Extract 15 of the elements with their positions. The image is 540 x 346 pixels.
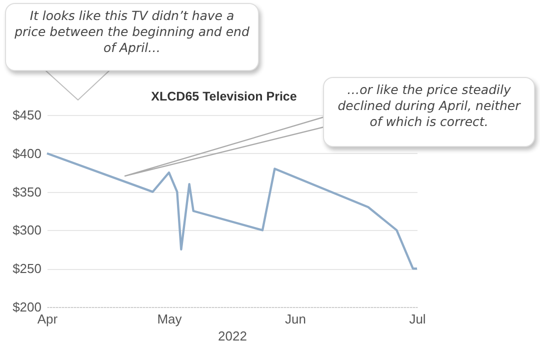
- x-tick-label: Apr: [37, 312, 58, 326]
- y-tick-label: $200: [12, 300, 42, 314]
- y-tick-label: $450: [12, 108, 42, 122]
- annotation: …or like the price steadily declined during April, neither of which is correct.: [323, 77, 535, 147]
- text: It looks like this TV didn’t have a price between the beginning and end of April…: [5, 3, 259, 71]
- y-tick-label: $350: [12, 184, 42, 200]
- x-tick-label: Jul: [409, 312, 426, 326]
- x-tick-label: Jun: [285, 312, 306, 326]
- y-tick-label: $400: [12, 146, 42, 161]
- y-tick-label: $250: [12, 261, 42, 276]
- y-tick-label: $300: [12, 222, 42, 238]
- x-tick-label: May: [157, 312, 182, 326]
- chart-title: XLCD65 Television Price: [151, 90, 297, 104]
- line-series: [46, 152, 418, 270]
- x-axis-title: 2022: [218, 328, 247, 344]
